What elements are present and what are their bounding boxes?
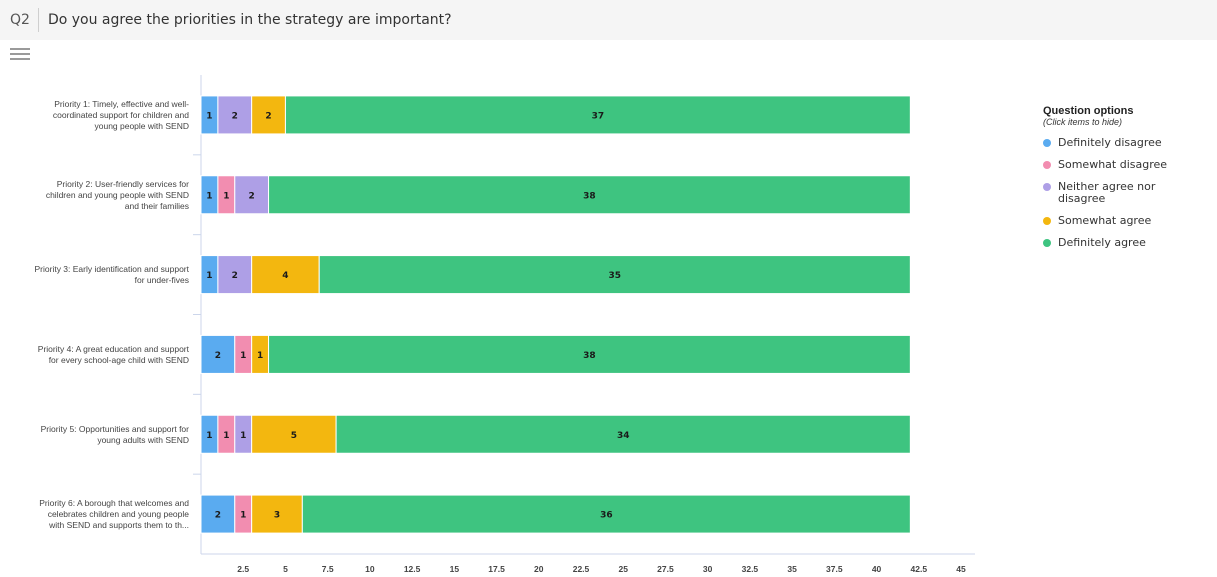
- category-label: young adults with SEND: [97, 435, 189, 445]
- x-tick-label: 12.5: [404, 564, 421, 574]
- question-title: Do you agree the priorities in the strat…: [47, 12, 452, 28]
- legend-label: Somewhat disagree: [1058, 158, 1168, 171]
- bar-segment: [301, 494, 911, 534]
- legend-subtitle: (Click items to hide): [1043, 117, 1123, 127]
- category-label: Priority 3: Early identification and sup…: [35, 264, 190, 274]
- legend-swatch: [1043, 161, 1051, 169]
- data-label: 2: [232, 111, 238, 121]
- legend-swatch: [1043, 183, 1051, 191]
- category-label: Priority 2: User-friendly services for: [57, 179, 189, 189]
- legend-swatch: [1043, 139, 1051, 147]
- data-label: 2: [265, 111, 271, 121]
- data-label: 3: [274, 511, 280, 521]
- legend-item[interactable]: Neither agree nor disagree: [1043, 181, 1213, 205]
- x-tick-label: 32.5: [742, 564, 759, 574]
- data-label: 2: [215, 351, 221, 361]
- bar-segment: [318, 255, 911, 295]
- x-tick-label: 42.5: [911, 564, 928, 574]
- x-tick-label: 17.5: [488, 564, 505, 574]
- legend-swatch: [1043, 217, 1051, 225]
- question-number: Q2: [0, 8, 39, 32]
- category-label: with SEND and supports them to th...: [48, 520, 189, 530]
- x-tick-label: 5: [283, 564, 288, 574]
- data-label: 1: [240, 431, 246, 441]
- data-label: 2: [232, 271, 238, 281]
- bar-segment: [217, 255, 253, 295]
- data-label: 1: [206, 431, 212, 441]
- category-label: coordinated support for children and: [53, 110, 189, 120]
- data-label: 1: [223, 431, 229, 441]
- category-label: Priority 5: Opportunities and support fo…: [41, 424, 190, 434]
- data-label: 38: [583, 351, 596, 361]
- category-label: Priority 1: Timely, effective and well-: [54, 99, 189, 109]
- bar-segment: [251, 414, 337, 454]
- data-label: 1: [223, 191, 229, 201]
- category-label: for under-fives: [135, 275, 189, 285]
- x-tick-label: 10: [365, 564, 375, 574]
- data-label: 35: [609, 271, 622, 281]
- data-label: 2: [215, 511, 221, 521]
- bar-segment: [234, 175, 270, 215]
- x-tick-label: 15: [450, 564, 460, 574]
- data-label: 4: [282, 271, 288, 281]
- data-label: 38: [583, 191, 596, 201]
- data-label: 1: [206, 191, 212, 201]
- data-label: 5: [291, 431, 297, 441]
- bar-segment: [217, 95, 253, 135]
- x-tick-label: 27.5: [657, 564, 674, 574]
- bar-segment: [200, 494, 236, 534]
- legend-item[interactable]: Somewhat disagree: [1043, 159, 1213, 171]
- data-label: 1: [240, 351, 246, 361]
- bar-segment: [268, 334, 911, 374]
- category-label: children and young people with SEND: [46, 190, 189, 200]
- category-label: Priority 4: A great education and suppor…: [38, 344, 190, 354]
- legend-item[interactable]: Definitely disagree: [1043, 137, 1213, 149]
- hamburger-menu-icon[interactable]: [10, 46, 30, 60]
- category-label: young people with SEND: [94, 121, 189, 131]
- x-tick-label: 7.5: [322, 564, 334, 574]
- legend: Question options (Click items to hide) D…: [1043, 105, 1213, 249]
- x-tick-label: 20: [534, 564, 544, 574]
- x-tick-label: 45: [956, 564, 966, 574]
- bar-segment: [284, 95, 911, 135]
- legend-title: Question options: [1043, 105, 1134, 117]
- category-label: Priority 6: A borough that welcomes and: [39, 498, 189, 508]
- legend-swatch: [1043, 239, 1051, 247]
- legend-label: Definitely agree: [1058, 236, 1146, 249]
- data-label: 2: [249, 191, 255, 201]
- x-tick-label: 30: [703, 564, 713, 574]
- question-header: Q2 Do you agree the priorities in the st…: [0, 0, 1217, 40]
- x-tick-label: 2.5: [237, 564, 249, 574]
- data-label: 36: [600, 511, 613, 521]
- bar-segment: [251, 95, 286, 135]
- legend-label: Neither agree nor disagree: [1058, 180, 1156, 205]
- bar-segment: [335, 414, 911, 454]
- stacked-bar-chart: Priority 1: Timely, effective and well-c…: [35, 75, 975, 574]
- category-label: celebrates children and young people: [48, 509, 190, 519]
- category-label: for every school-age child with SEND: [49, 355, 189, 365]
- data-label: 1: [240, 511, 246, 521]
- data-label: 37: [592, 111, 605, 121]
- legend-label: Definitely disagree: [1058, 136, 1162, 149]
- data-label: 34: [617, 431, 630, 441]
- x-tick-label: 37.5: [826, 564, 843, 574]
- bar-segment: [268, 175, 911, 215]
- legend-item[interactable]: Definitely agree: [1043, 237, 1213, 249]
- x-tick-label: 22.5: [573, 564, 590, 574]
- legend-item[interactable]: Somewhat agree: [1043, 215, 1213, 227]
- x-tick-label: 35: [787, 564, 797, 574]
- x-tick-label: 40: [872, 564, 882, 574]
- x-tick-label: 25: [618, 564, 628, 574]
- data-label: 1: [206, 271, 212, 281]
- legend-label: Somewhat agree: [1058, 214, 1152, 227]
- data-label: 1: [206, 111, 212, 121]
- data-label: 1: [257, 351, 263, 361]
- category-label: and their families: [125, 201, 189, 211]
